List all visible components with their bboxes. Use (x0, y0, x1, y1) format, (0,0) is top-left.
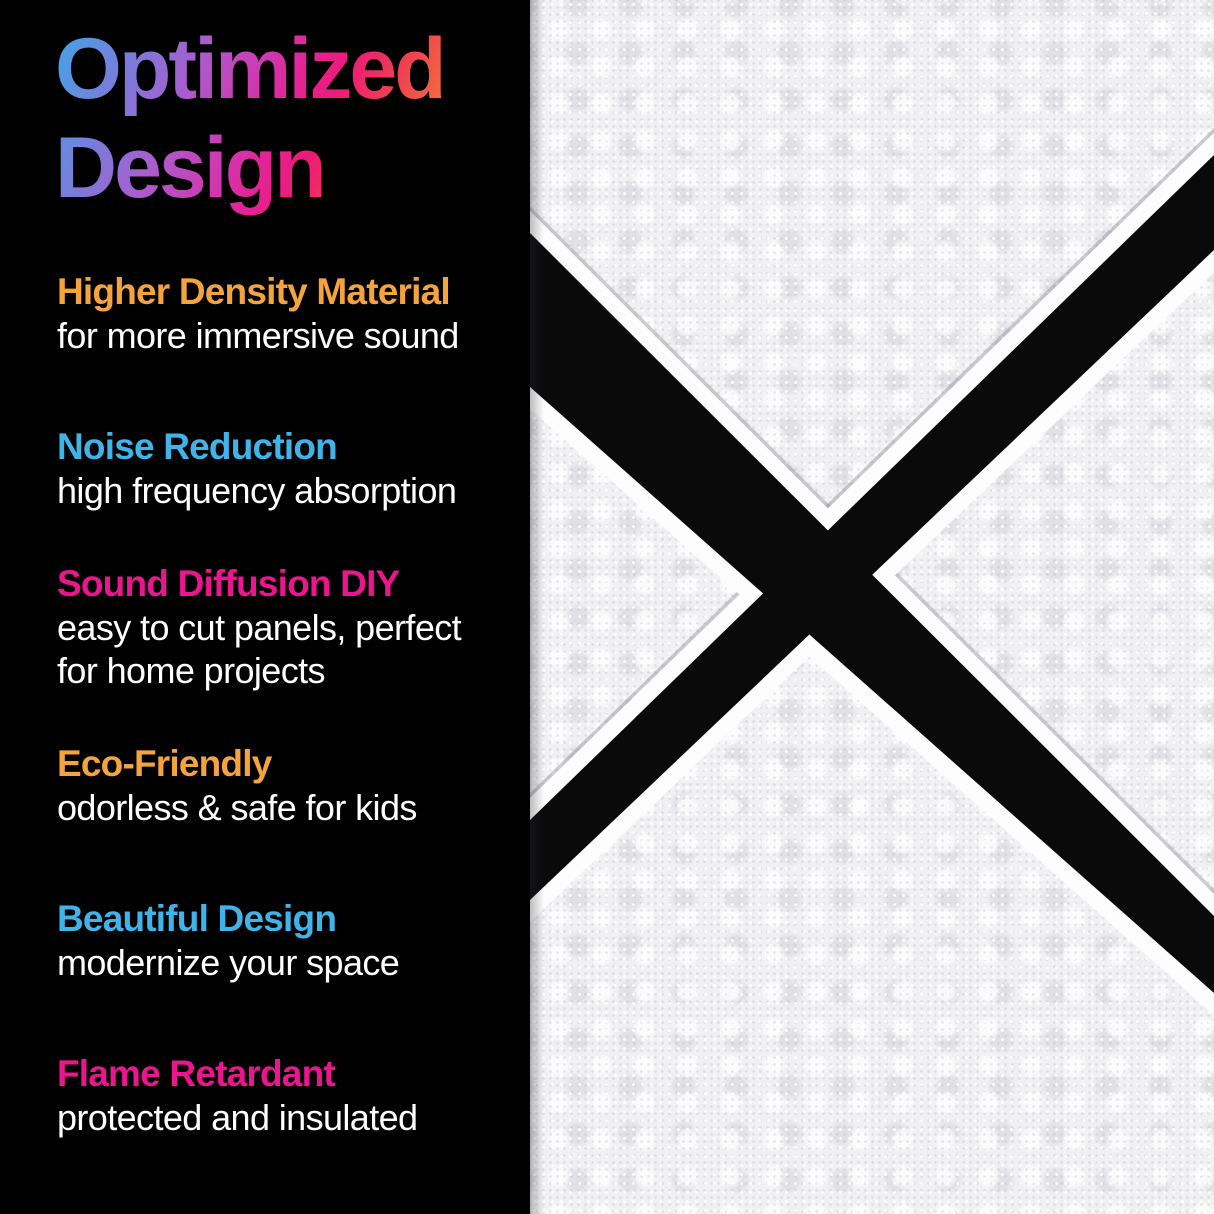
feature-heading: Sound Diffusion DIY (57, 563, 400, 604)
feature-description: easy to cut panels, perfect for home pro… (57, 607, 462, 691)
product-photo (530, 0, 1214, 1214)
feature-beautiful-design: Beautiful Design modernize your space (57, 898, 517, 984)
photo-crop-shade (530, 0, 544, 1214)
feature-heading: Beautiful Design (57, 898, 337, 939)
feature-description: protected and insulated (57, 1097, 418, 1138)
feature-description: high frequency absorption (57, 470, 457, 511)
feature-description: odorless & safe for kids (57, 787, 417, 828)
feature-eco-friendly: Eco-Friendly odorless & safe for kids (57, 743, 517, 829)
feature-noise-reduction: Noise Reduction high frequency absorptio… (57, 426, 517, 512)
feature-description: for more immersive sound (57, 315, 459, 356)
feature-heading: Noise Reduction (57, 426, 338, 467)
feature-heading: Higher Density Material (57, 271, 451, 312)
feature-sound-diffusion: Sound Diffusion DIY easy to cut panels, … (57, 563, 517, 692)
feature-text-panel: Optimized Design Higher Density Material… (0, 0, 530, 1214)
feature-heading: Eco-Friendly (57, 743, 272, 784)
feature-flame-retardant: Flame Retardant protected and insulated (57, 1053, 517, 1139)
feature-higher-density: Higher Density Material for more immersi… (57, 271, 517, 357)
feature-description: modernize your space (57, 942, 400, 983)
feature-heading: Flame Retardant (57, 1053, 336, 1094)
page-title-line1: Optimized (55, 21, 444, 117)
page-title-line2: Design (55, 120, 324, 216)
panel-gap-diagonal-nw-se (530, 233, 1214, 993)
page-title: Optimized Design (55, 20, 444, 218)
